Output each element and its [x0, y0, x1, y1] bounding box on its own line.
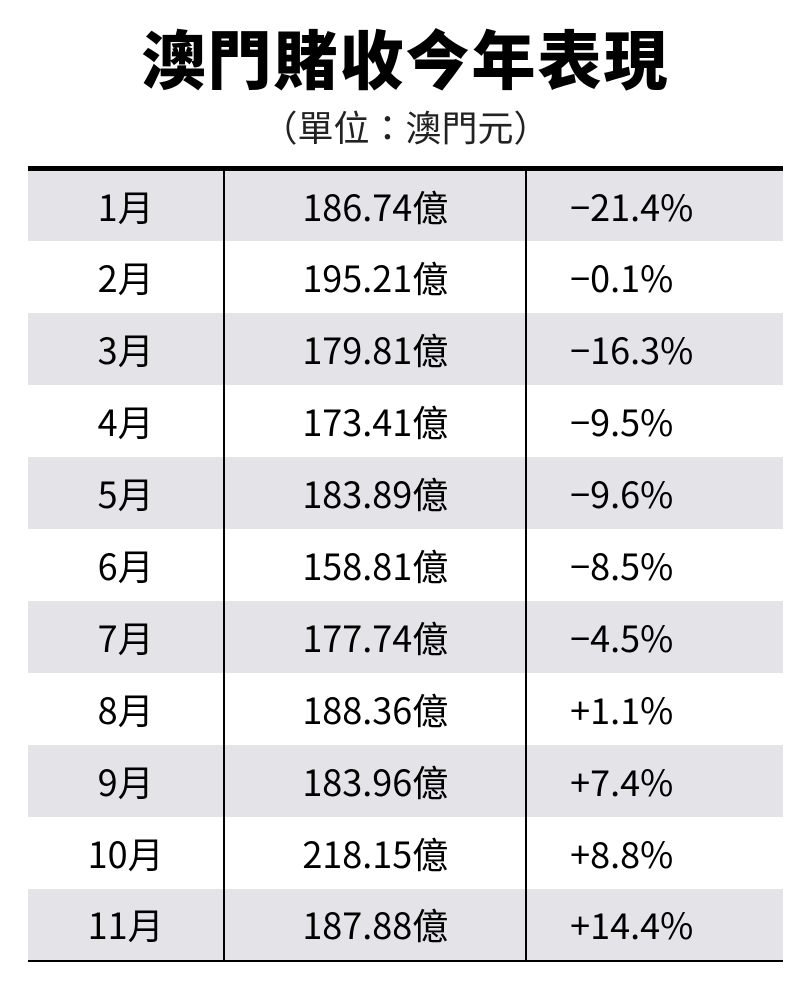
cell-month: 8月 — [28, 673, 224, 745]
table-row: 5月183.89億 −9.6% — [28, 457, 783, 529]
cell-amount: 186.74億 — [224, 169, 526, 241]
cell-change: +8.8% — [526, 817, 783, 889]
cell-month: 1月 — [28, 169, 224, 241]
cell-change-value: +1.1% — [570, 683, 740, 735]
cell-change: −4.5% — [526, 601, 783, 673]
table-row: 11月187.88億 +14.4% — [28, 889, 783, 961]
cell-amount: 179.81億 — [224, 313, 526, 385]
cell-month: 5月 — [28, 457, 224, 529]
cell-change: −8.5% — [526, 529, 783, 601]
page-container: 澳門賭收今年表現 （單位：澳門元） 1月186.74億 −21.4% 2月195.2… — [0, 0, 811, 962]
cell-change: +1.1% — [526, 673, 783, 745]
table-row: 6月158.81億 −8.5% — [28, 529, 783, 601]
cell-change: −9.6% — [526, 457, 783, 529]
cell-change-value: +7.4% — [570, 755, 740, 807]
cell-change-value: −21.4% — [570, 180, 740, 232]
page-subtitle: （單位：澳門元） — [28, 100, 783, 152]
cell-month: 6月 — [28, 529, 224, 601]
table-row: 2月195.21億 −0.1% — [28, 241, 783, 313]
cell-change-value: −9.5% — [570, 395, 740, 447]
cell-change-value: −16.3% — [570, 323, 740, 375]
cell-amount: 173.41億 — [224, 385, 526, 457]
cell-change: +14.4% — [526, 889, 783, 961]
table-row: 9月183.96億 +7.4% — [28, 745, 783, 817]
table-row: 10月218.15億 +8.8% — [28, 817, 783, 889]
cell-amount: 195.21億 — [224, 241, 526, 313]
cell-month: 11月 — [28, 889, 224, 961]
cell-month: 2月 — [28, 241, 224, 313]
table-row: 4月173.41億 −9.5% — [28, 385, 783, 457]
revenue-table: 1月186.74億 −21.4% 2月195.21億 −0.1% 3月179.81億 −1… — [28, 166, 783, 962]
cell-month: 7月 — [28, 601, 224, 673]
cell-change: −9.5% — [526, 385, 783, 457]
cell-change-value: −4.5% — [570, 611, 740, 663]
cell-change-value: +14.4% — [570, 898, 740, 950]
cell-month: 10月 — [28, 817, 224, 889]
cell-month: 9月 — [28, 745, 224, 817]
cell-amount: 158.81億 — [224, 529, 526, 601]
cell-change-value: −8.5% — [570, 539, 740, 591]
cell-change-value: −9.6% — [570, 467, 740, 519]
cell-change: −21.4% — [526, 169, 783, 241]
table-row: 3月179.81億 −16.3% — [28, 313, 783, 385]
cell-amount: 187.88億 — [224, 889, 526, 961]
cell-change-value: +8.8% — [570, 827, 740, 879]
table-body: 1月186.74億 −21.4% 2月195.21億 −0.1% 3月179.81億 −1… — [28, 169, 783, 961]
cell-month: 3月 — [28, 313, 224, 385]
cell-amount: 183.96億 — [224, 745, 526, 817]
table-row: 1月186.74億 −21.4% — [28, 169, 783, 241]
table-row: 7月177.74億 −4.5% — [28, 601, 783, 673]
cell-amount: 177.74億 — [224, 601, 526, 673]
table-row: 8月188.36億 +1.1% — [28, 673, 783, 745]
cell-change: +7.4% — [526, 745, 783, 817]
cell-change-value: −0.1% — [570, 251, 740, 303]
cell-amount: 218.15億 — [224, 817, 526, 889]
cell-change: −16.3% — [526, 313, 783, 385]
cell-amount: 188.36億 — [224, 673, 526, 745]
page-title: 澳門賭收今年表現 — [28, 22, 783, 92]
cell-amount: 183.89億 — [224, 457, 526, 529]
cell-change: −0.1% — [526, 241, 783, 313]
cell-month: 4月 — [28, 385, 224, 457]
